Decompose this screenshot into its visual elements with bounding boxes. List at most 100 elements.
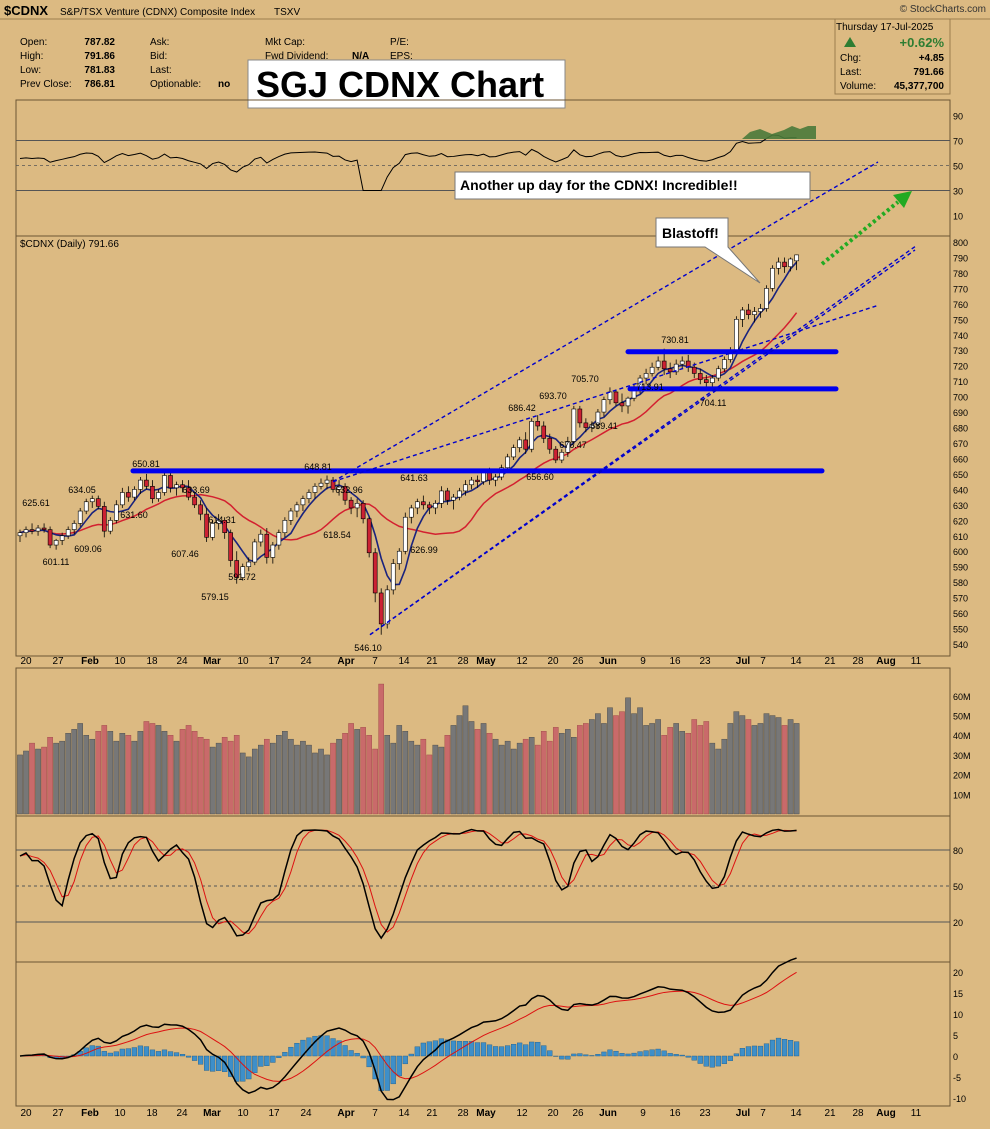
volume-bar (553, 727, 558, 814)
macd-histogram-bar (752, 1046, 757, 1056)
candle-body (265, 534, 269, 557)
volume-bar (234, 735, 239, 814)
volume-bar (288, 739, 293, 814)
x-tick-label: 23 (699, 1108, 711, 1119)
candle-body (72, 523, 76, 529)
candle-body (439, 491, 443, 503)
macd-histogram-bar (258, 1056, 263, 1066)
quote-label: Optionable: (150, 79, 201, 90)
volume-bar (367, 735, 372, 814)
price-tick-label: 700 (953, 393, 968, 403)
candle-body (54, 540, 58, 545)
price-tick-label: 710 (953, 377, 968, 387)
x-tick-label: 14 (790, 656, 802, 667)
price-tick-label: 580 (953, 578, 968, 588)
volume-bar (373, 749, 378, 814)
candle-body (554, 449, 558, 460)
candle-body (578, 409, 582, 423)
price-tick-label: 630 (953, 501, 968, 511)
x-tick-label: 10 (114, 1108, 126, 1119)
volume-bar (595, 714, 600, 814)
volume-bar (517, 743, 522, 814)
x-tick-label: 21 (426, 1108, 438, 1119)
macd-histogram-bar (698, 1056, 703, 1064)
volume-bar (445, 735, 450, 814)
x-tick-label: 17 (268, 1108, 280, 1119)
candle-body (463, 485, 467, 491)
candle-body (415, 502, 419, 508)
macd-histogram-bar (517, 1043, 522, 1056)
x-tick-label: 27 (52, 656, 64, 667)
volume-bar (499, 745, 504, 814)
macd-histogram-bar (686, 1056, 691, 1057)
volume-bar (511, 749, 516, 814)
x-tick-label: 12 (516, 1108, 528, 1119)
macd-histogram-bar (764, 1044, 769, 1056)
stoch-d-line (20, 830, 797, 933)
volume-bar (355, 729, 360, 814)
volume-bar (306, 745, 311, 814)
volume-bar (270, 743, 275, 814)
price-label: 607.46 (171, 549, 199, 559)
volume-bar (571, 737, 576, 814)
volume-bar (54, 743, 59, 814)
candle-body (746, 310, 750, 315)
macd-histogram-bar (120, 1049, 125, 1056)
candle-body (722, 360, 726, 369)
candle-body (229, 533, 233, 561)
macd-histogram-bar (656, 1049, 661, 1056)
price-label: 579.15 (201, 592, 229, 602)
candle-body (548, 438, 552, 449)
volume-bar (535, 745, 540, 814)
volume-bar (108, 731, 113, 814)
price-label: 705.70 (571, 374, 599, 384)
volume-bar (349, 723, 354, 814)
candle-body (289, 511, 293, 520)
macd-histogram-bar (192, 1056, 197, 1061)
volume-bar (752, 725, 757, 814)
macd-histogram-bar (529, 1042, 534, 1056)
volume-bar (246, 757, 251, 814)
macd-histogram-bar (632, 1053, 637, 1056)
x-tick-label: 9 (640, 1108, 646, 1119)
macd-histogram-bar (361, 1056, 366, 1058)
volume-bar (72, 729, 77, 814)
candle-body (78, 511, 82, 523)
x-tick-label: 14 (398, 656, 410, 667)
volume-bar (180, 729, 185, 814)
volume-bar (674, 723, 679, 814)
volume-bar (102, 725, 107, 814)
summary-label: Chg: (840, 53, 861, 64)
macd-histogram-bar (734, 1054, 739, 1056)
candle-body (680, 361, 684, 364)
volume-bar (168, 735, 173, 814)
volume-bar (662, 735, 667, 814)
candle-body (530, 421, 534, 449)
macd-histogram-bar (770, 1040, 775, 1056)
quote-label: Open: (20, 37, 47, 48)
volume-bar (776, 718, 781, 814)
volume-tick-label: 40M (953, 731, 971, 741)
volume-bar (475, 729, 480, 814)
volume-bar (90, 739, 95, 814)
price-tick-label: 600 (953, 547, 968, 557)
macd-histogram-bar (102, 1051, 107, 1056)
quote-label: Last: (150, 65, 172, 76)
price-label: 546.10 (354, 643, 382, 653)
candle-body (283, 520, 287, 532)
volume-bar (138, 731, 143, 814)
candle-body (602, 400, 606, 412)
macd-histogram-bar (614, 1051, 619, 1056)
macd-histogram-bar (692, 1056, 697, 1060)
price-tick-label: 590 (953, 563, 968, 573)
volume-bar (613, 716, 618, 814)
summary-value: +4.85 (919, 53, 945, 64)
price-tick-label: 690 (953, 408, 968, 418)
price-label: 626.99 (410, 545, 438, 555)
price-tick-label: 780 (953, 269, 968, 279)
candle-body (349, 500, 353, 508)
candle-body (518, 440, 522, 448)
price-tick-label: 770 (953, 284, 968, 294)
candle-body (692, 367, 696, 373)
